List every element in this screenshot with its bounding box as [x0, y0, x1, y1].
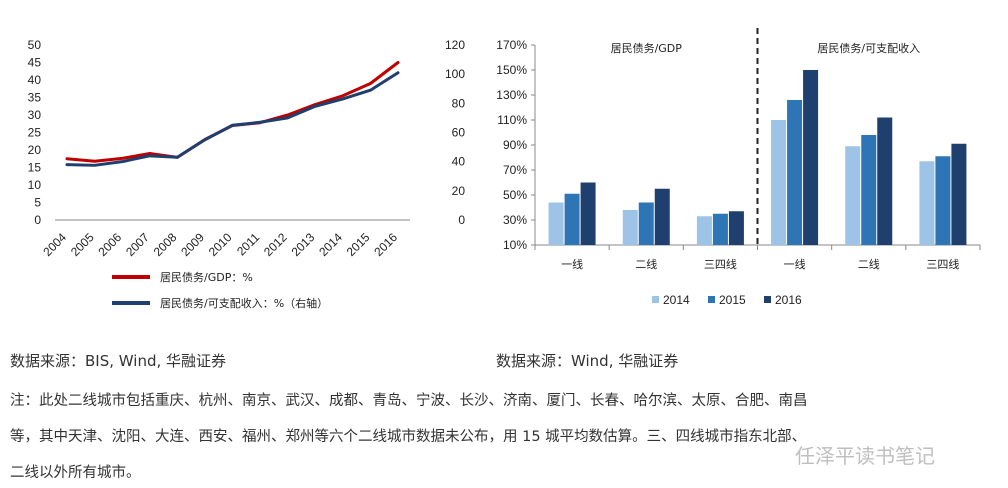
source-left: 数据来源：BIS, Wind, 华融证券: [10, 352, 227, 370]
x-tick-label: 2004: [40, 230, 69, 259]
x-tick-label: 2014: [316, 230, 345, 259]
bar-2014-5: [845, 146, 861, 245]
x-tick-label: 2012: [261, 230, 290, 259]
y-tick-label: 150%: [496, 63, 527, 77]
y-left-tick-label: 25: [28, 126, 42, 140]
y-right-tick-label: 100: [445, 67, 465, 81]
y-right-tick-label: 0: [458, 213, 465, 227]
y-tick-label: 90%: [503, 138, 527, 152]
group-title-2: 居民债务/可支配收入: [817, 41, 920, 55]
x-tick-label: 2009: [178, 230, 207, 259]
y-right-tick-label: 60: [452, 126, 466, 140]
y-left-tick-label: 10: [28, 178, 42, 192]
legend-swatch-2015: [708, 296, 715, 303]
y-right-tick-label: 20: [452, 184, 466, 198]
series-line-1: [65, 61, 400, 163]
bar-2016-5: [877, 117, 893, 245]
y-left-tick-label: 0: [34, 213, 41, 227]
y-left-tick-label: 15: [28, 161, 42, 175]
bar-2016-4: [803, 70, 819, 245]
y-left-tick-label: 30: [28, 108, 42, 122]
y-tick-label: 110%: [497, 113, 527, 127]
x-tick-label: 2006: [96, 230, 125, 259]
bar-2014-1: [548, 202, 564, 245]
bar-2016-1: [580, 182, 596, 245]
legend-label-1: 居民债务/GDP：%: [160, 270, 253, 284]
category-label: 三四线: [926, 257, 959, 271]
legend-label-2016: 2016: [775, 293, 802, 307]
bar-2014-4: [771, 120, 787, 245]
bar-2015-2: [638, 202, 654, 245]
bar-2016-2: [654, 188, 670, 245]
y-right-tick-label: 40: [452, 155, 466, 169]
group-title-1: 居民债务/GDP: [611, 41, 683, 55]
category-label: 一线: [784, 257, 806, 271]
source-right: 数据来源：Wind, 华融证券: [496, 352, 679, 370]
bar-2014-2: [622, 210, 638, 245]
legend-swatch-2014: [652, 296, 659, 303]
y-tick-label: 30%: [503, 213, 527, 227]
legend-swatch-2016: [764, 296, 771, 303]
x-tick-label: 2008: [151, 230, 180, 259]
y-tick-label: 70%: [503, 163, 527, 177]
category-label: 二线: [858, 257, 880, 271]
bar-2016-3: [728, 211, 744, 245]
bar-2015-1: [564, 193, 580, 245]
y-tick-label: 170%: [496, 38, 527, 52]
x-tick-label: 2010: [206, 230, 235, 259]
line-chart: 0510152025303540455002040608010012020042…: [28, 38, 466, 310]
y-right-tick-label: 80: [452, 96, 466, 110]
bar-2014-6: [919, 161, 935, 245]
note-line-1: 注：此处二线城市包括重庆、杭州、南京、武汉、成都、青岛、宁波、长沙、济南、厦门、…: [10, 393, 808, 409]
x-tick-label: 2011: [234, 230, 262, 258]
category-label: 三四线: [704, 257, 737, 271]
y-left-tick-label: 40: [28, 73, 42, 87]
category-label: 二线: [635, 257, 657, 271]
legend-label-2015: 2015: [719, 293, 746, 307]
bar-2015-4: [787, 100, 803, 245]
y-left-tick-label: 35: [28, 91, 42, 105]
y-tick-label: 10%: [503, 238, 527, 252]
watermark: 任泽平读书笔记: [795, 444, 935, 468]
x-tick-label: 2013: [289, 230, 318, 259]
y-left-tick-label: 45: [28, 56, 42, 70]
bar-2015-3: [712, 213, 728, 245]
legend-label-2: 居民债务/可支配收入：%（右轴）: [160, 296, 328, 310]
bar-2015-5: [861, 135, 877, 245]
bar-2016-6: [951, 143, 967, 245]
series-line-2: [65, 71, 400, 167]
y-left-tick-label: 5: [34, 196, 41, 210]
y-right-tick-label: 120: [445, 38, 465, 52]
bar-2014-3: [696, 216, 712, 245]
legend-label-2014: 2014: [663, 293, 690, 307]
x-tick-label: 2007: [123, 230, 152, 259]
bar-chart: 10% 30% 50% 70% 90% 110% 130% 150% 170% 一线 二线 三四线 一线…: [496, 28, 981, 307]
bar-2015-6: [935, 156, 951, 245]
x-tick-label: 2005: [68, 230, 97, 259]
x-tick-label: 2016: [371, 230, 400, 259]
x-tick-label: 2015: [344, 230, 373, 259]
y-left-tick-label: 20: [28, 143, 42, 157]
note-line-2: 等，其中天津、沈阳、大连、西安、福州、郑州等六个二线城市数据未公布，用 15 城…: [10, 429, 807, 445]
category-label: 一线: [561, 257, 583, 271]
note-line-3: 二线以外所有城市。: [10, 465, 141, 481]
y-left-tick-label: 50: [28, 38, 42, 52]
y-tick-label: 130%: [496, 88, 527, 102]
y-tick-label: 50%: [503, 188, 527, 202]
